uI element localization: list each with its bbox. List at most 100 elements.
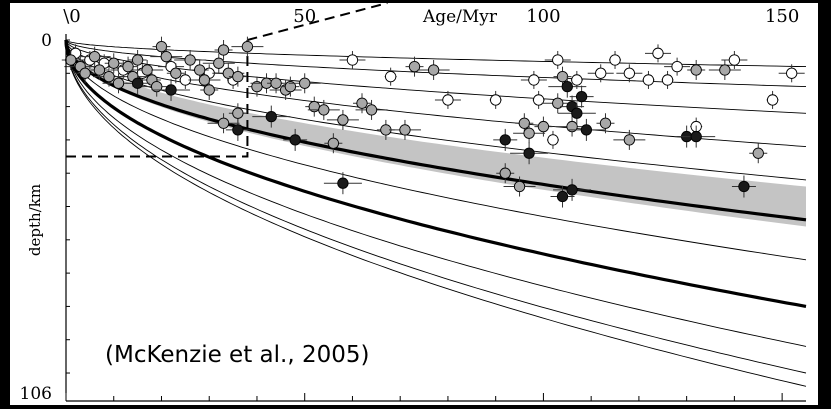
marker: [384, 70, 397, 83]
marker: [661, 74, 674, 86]
marker: [599, 117, 612, 129]
marker: [213, 57, 225, 69]
marker: [595, 67, 607, 79]
data-point-filled-8: [550, 185, 575, 208]
isotherm-curve-7: [64, 39, 807, 308]
marker: [523, 147, 535, 159]
data-point-grey-42: [496, 163, 515, 184]
marker: [131, 54, 144, 66]
marker: [623, 134, 636, 146]
marker: [571, 107, 583, 119]
data-point-open-12: [489, 90, 502, 109]
marker: [566, 184, 578, 196]
data-point-open-20: [642, 70, 655, 89]
data-point-grey-25: [231, 36, 264, 57]
marker: [194, 64, 206, 76]
data-point-filled-6: [493, 128, 518, 151]
data-point-grey-35: [326, 109, 359, 130]
marker: [318, 104, 330, 116]
marker: [728, 54, 741, 66]
isotherm-curve-9: [65, 39, 807, 374]
marker: [556, 190, 569, 203]
marker: [580, 124, 593, 136]
x-tick-labels: \0 50 100 150: [63, 6, 799, 27]
marker: [652, 47, 664, 59]
marker: [88, 51, 101, 63]
data-point-open-10: [384, 67, 397, 86]
marker: [151, 80, 163, 93]
inset-connector-line: [247, 2, 388, 41]
marker: [241, 41, 254, 53]
y-tick-label-0: 0: [41, 31, 52, 51]
marker: [217, 117, 230, 129]
marker: [270, 77, 282, 89]
data-point-open-26: [766, 90, 779, 109]
x-tick-label-100: 100: [526, 6, 560, 27]
marker: [170, 67, 182, 79]
marker: [552, 54, 564, 66]
marker: [575, 90, 588, 103]
data-point-grey-39: [388, 119, 421, 140]
data-point-open-22: [661, 70, 674, 89]
data-point-grey-30: [281, 76, 300, 97]
data-point-open-11: [434, 90, 461, 109]
marker: [752, 147, 764, 159]
data-point-grey-21: [202, 53, 235, 74]
data-point-grey-56: [228, 103, 247, 124]
marker: [365, 104, 378, 116]
marker: [155, 41, 168, 53]
marker: [337, 114, 349, 126]
marker: [513, 180, 526, 193]
data-point-grey-51: [613, 129, 646, 150]
data-point-filled-17: [553, 178, 592, 201]
marker: [165, 84, 177, 96]
marker: [203, 84, 215, 96]
data-point-grey-34: [324, 133, 343, 154]
marker: [141, 64, 153, 76]
marker: [399, 124, 411, 136]
marker: [556, 70, 569, 83]
data-point-open-19: [616, 64, 643, 83]
data-point-grey-16: [166, 63, 185, 84]
data-point-open-17: [587, 64, 614, 83]
marker: [690, 130, 702, 143]
marker: [642, 74, 655, 86]
marker: [561, 80, 573, 93]
data-point-filled-12: [569, 85, 594, 108]
data-point-open-23: [664, 57, 691, 76]
data-point-grey-18: [190, 59, 209, 80]
marker: [93, 64, 106, 76]
y-tick-label-106: 106: [20, 384, 52, 404]
data-point-grey-48: [553, 66, 572, 87]
marker: [108, 57, 120, 69]
data-point-grey-33: [307, 99, 340, 120]
data-point-grey-43: [503, 176, 536, 197]
data-point-grey-46: [534, 116, 553, 137]
isotherm-curve-10: [65, 39, 807, 387]
marker: [131, 77, 144, 89]
data-point-grey-6: [104, 53, 123, 74]
marker: [719, 64, 731, 76]
marker: [499, 134, 511, 146]
data-point-grey-17: [174, 49, 207, 70]
x-tick-label-50: 50: [293, 6, 316, 27]
data-point-grey-20: [200, 79, 219, 100]
marker: [532, 94, 545, 106]
data-point-open-6: [179, 70, 192, 89]
data-point-open-25: [721, 50, 748, 69]
data-point-filled-0: [125, 72, 150, 95]
marker: [766, 94, 779, 106]
marker: [523, 127, 535, 139]
isotherm-curves: [64, 39, 807, 387]
x-axis-label: Age/Myr: [422, 7, 498, 27]
marker: [299, 77, 311, 89]
marker: [337, 177, 349, 189]
data-point-grey-8: [119, 56, 138, 77]
marker: [198, 74, 211, 86]
data-point-grey-47: [541, 93, 574, 114]
marker: [571, 74, 583, 86]
data-point-grey-55: [207, 113, 240, 134]
data-point-grey-45: [513, 123, 546, 144]
data-point-grey-52: [687, 59, 706, 80]
marker: [537, 120, 550, 133]
